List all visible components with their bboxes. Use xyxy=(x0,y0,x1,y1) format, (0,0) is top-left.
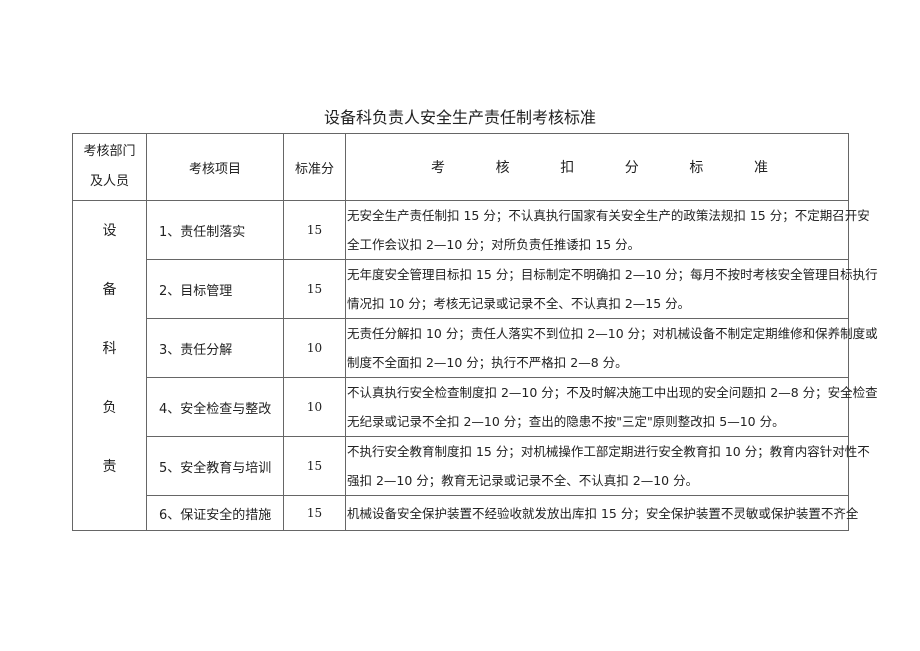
criteria-line: 全工作会议扣 2—10 分；对所负责任推诿扣 15 分。 xyxy=(347,237,641,252)
item-cell: 3、责任分解 xyxy=(146,318,284,378)
criteria-line: 无年度安全管理目标扣 15 分；目标制定不明确扣 2—10 分；每月不按时考核安… xyxy=(347,267,878,282)
header-char: 核 xyxy=(495,160,510,176)
table-row: 5、安全教育与培训 15 不执行安全教育制度扣 15 分；对机械操作工部定期进行… xyxy=(73,436,870,496)
criteria-line: 无责任分解扣 10 分；责任人落实不到位扣 2—10 分；对机械设备不制定定期维… xyxy=(347,326,878,341)
criteria-cell: 无安全生产责任制扣 15 分；不认真执行国家有关安全生产的政策法规扣 15 分；… xyxy=(345,200,870,260)
header-score: 标准分 xyxy=(283,133,346,201)
criteria-line: 制度不全面扣 2—10 分；执行不严格扣 2—8 分。 xyxy=(347,355,628,370)
criteria-line: 情况扣 10 分；考核无记录或记录不全、不认真扣 2—15 分。 xyxy=(347,296,691,311)
item-cell: 1、责任制落实 xyxy=(146,200,284,260)
table-row: 6、保证安全的措施 15 机械设备安全保护装置不经验收就发放出库扣 15 分；安… xyxy=(73,495,859,531)
table-row: 3、责任分解 10 无责任分解扣 10 分；责任人落实不到位扣 2—10 分；对… xyxy=(73,318,878,378)
table-row: 2、目标管理 15 无年度安全管理目标扣 15 分；目标制定不明确扣 2—10 … xyxy=(73,259,878,319)
criteria-cell: 不执行安全教育制度扣 15 分；对机械操作工部定期进行安全教育扣 10 分；教育… xyxy=(345,436,870,496)
header-char: 考 xyxy=(431,160,445,176)
dept-char: 责 xyxy=(102,459,117,475)
criteria-line: 强扣 2—10 分；教育无记录或记录不全、不认真扣 2—10 分。 xyxy=(347,473,699,488)
score-cell: 15 xyxy=(283,259,346,319)
criteria-line: 机械设备安全保护装置不经验收就发放出库扣 15 分；安全保护装置不灵敏或保护装置… xyxy=(347,505,859,521)
header-char: 标 xyxy=(689,160,704,176)
criteria-line: 无安全生产责任制扣 15 分；不认真执行国家有关安全生产的政策法规扣 15 分；… xyxy=(347,208,870,223)
dept-char: 备 xyxy=(102,282,117,298)
item-cell: 4、安全检查与整改 xyxy=(146,377,284,437)
criteria-line: 不认真执行安全检查制度扣 2—10 分；不及时解决施工中出现的安全问题扣 2—8… xyxy=(347,385,878,400)
dept-char: 科 xyxy=(102,341,117,357)
score-cell: 15 xyxy=(283,495,346,531)
header-dept: 考核部门 及人员 xyxy=(72,133,147,201)
dept-cell: 设 备 科 负 责 xyxy=(72,200,147,531)
header-item: 考核项目 xyxy=(146,133,284,201)
criteria-cell: 无责任分解扣 10 分；责任人落实不到位扣 2—10 分；对机械设备不制定定期维… xyxy=(345,318,878,378)
score-cell: 15 xyxy=(283,436,346,496)
item-cell: 6、保证安全的措施 xyxy=(146,495,284,531)
header-char: 分 xyxy=(624,160,639,176)
header-criteria: 考 核 扣 分 标 准 xyxy=(345,133,849,201)
item-cell: 5、安全教育与培训 xyxy=(146,436,284,496)
assessment-table: 考核部门 及人员 考核项目 标准分 考 核 扣 分 标 准 设 备 科 负 责 1… xyxy=(72,133,878,531)
header-row: 考核部门 及人员 考核项目 标准分 考 核 扣 分 标 准 xyxy=(72,133,849,201)
header-dept-line: 考核部门 xyxy=(83,144,136,159)
score-cell: 10 xyxy=(283,377,346,437)
criteria-cell: 不认真执行安全检查制度扣 2—10 分；不及时解决施工中出现的安全问题扣 2—8… xyxy=(345,377,878,437)
criteria-cell: 机械设备安全保护装置不经验收就发放出库扣 15 分；安全保护装置不灵敏或保护装置… xyxy=(345,495,859,531)
item-cell: 2、目标管理 xyxy=(146,259,284,319)
table-row: 设 备 科 负 责 1、责任制落实 15 无安全生产责任制扣 15 分；不认真执… xyxy=(72,200,870,531)
header-char: 准 xyxy=(753,160,768,176)
criteria-cell: 无年度安全管理目标扣 15 分；目标制定不明确扣 2—10 分；每月不按时考核安… xyxy=(345,259,878,319)
header-char: 扣 xyxy=(560,160,575,176)
table-row: 4、安全检查与整改 10 不认真执行安全检查制度扣 2—10 分；不及时解决施工… xyxy=(73,377,878,437)
score-cell: 15 xyxy=(283,200,346,260)
page-title: 设备科负责人安全生产责任制考核标准 xyxy=(323,108,596,127)
criteria-line: 无纪录或记录不全扣 2—10 分；查出的隐患不按"三定"原则整改扣 5—10 分… xyxy=(347,414,785,429)
dept-char: 设 xyxy=(102,223,117,239)
criteria-line: 不执行安全教育制度扣 15 分；对机械操作工部定期进行安全教育扣 10 分；教育… xyxy=(347,444,870,459)
dept-char: 负 xyxy=(102,400,117,416)
header-dept-line: 及人员 xyxy=(89,174,129,189)
score-cell: 10 xyxy=(283,318,346,378)
